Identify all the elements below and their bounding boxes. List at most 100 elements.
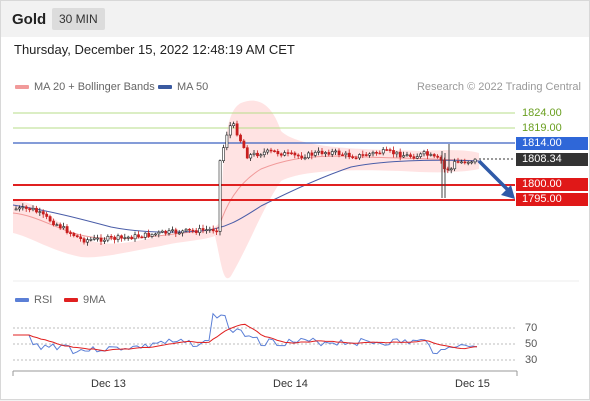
candle-body xyxy=(426,151,429,156)
candle-body xyxy=(344,152,348,156)
candle-body xyxy=(310,152,314,156)
9ma-label: 9MA xyxy=(83,294,106,306)
legend-ma50-label: MA 50 xyxy=(177,81,209,93)
candle-body xyxy=(24,206,28,209)
candle-body xyxy=(92,237,96,240)
candle-body xyxy=(160,230,164,233)
candle-body xyxy=(215,230,219,233)
candle-body xyxy=(392,150,395,155)
rsi-level-label-50: 50 xyxy=(525,338,538,350)
rsi-level-label-70: 70 xyxy=(525,322,538,334)
candle-body xyxy=(147,232,151,237)
candle-body xyxy=(79,236,83,239)
candle-body xyxy=(256,152,259,157)
candle-body xyxy=(436,155,440,158)
rsi-swatch xyxy=(15,298,29,303)
candle-body xyxy=(171,229,174,232)
ma50-line xyxy=(12,159,480,233)
candle-body xyxy=(351,156,355,159)
candle-body xyxy=(409,154,412,157)
candle-body xyxy=(473,158,477,163)
candle-body xyxy=(48,216,52,222)
candle-body xyxy=(317,150,321,153)
label-r2: 1824.00 xyxy=(522,107,562,119)
arrow-down-right-icon xyxy=(477,159,515,199)
candle-body xyxy=(194,230,198,233)
candle-body xyxy=(320,150,324,155)
candle-body xyxy=(259,154,263,157)
legend-rsi: RSI xyxy=(15,294,52,306)
candle-body xyxy=(184,228,188,232)
candle-body xyxy=(327,152,331,155)
candle-body xyxy=(133,234,137,240)
candle-body xyxy=(235,123,239,136)
candle-body xyxy=(402,155,406,158)
candle-body xyxy=(395,151,399,155)
candle-body xyxy=(218,160,222,232)
candle-body xyxy=(89,239,93,241)
candle-body xyxy=(75,235,79,238)
candle-body xyxy=(164,230,168,234)
candle-body xyxy=(208,228,212,231)
candle-body xyxy=(72,233,76,236)
candle-body xyxy=(303,157,307,160)
candle-body xyxy=(188,228,191,231)
candle-body xyxy=(358,154,361,159)
candle-body xyxy=(429,154,433,156)
candle-body xyxy=(232,123,236,127)
candle-body xyxy=(415,156,419,159)
candle-body xyxy=(211,228,215,232)
candle-body xyxy=(205,229,208,231)
interval-badge[interactable]: 30 MIN xyxy=(52,8,105,30)
candle-body xyxy=(167,230,171,234)
candle-body xyxy=(41,211,45,215)
candle-body xyxy=(21,206,25,209)
candle-body xyxy=(432,154,436,157)
candle-body xyxy=(140,236,144,239)
candle-body xyxy=(419,153,423,157)
candle-body xyxy=(96,237,100,240)
candle-body xyxy=(201,228,205,231)
x-label-dec13: Dec 13 xyxy=(91,378,126,390)
header-bar: Gold 30 MIN xyxy=(1,1,589,37)
bollinger-band-area xyxy=(13,100,479,279)
candle-body xyxy=(58,224,62,229)
candle-body xyxy=(82,238,86,243)
rsi-level-label-30: 30 xyxy=(525,354,538,366)
rsi-line xyxy=(13,312,478,355)
candle-body xyxy=(150,234,154,237)
legend-ma20-bb: MA 20 + Bollinger Bands xyxy=(15,81,155,93)
legend-ma50: MA 50 xyxy=(158,81,208,93)
9ma-swatch xyxy=(64,298,78,303)
candle-body xyxy=(126,236,130,239)
candle-body xyxy=(405,154,409,157)
candlesticks xyxy=(14,120,477,246)
candle-body xyxy=(62,226,66,229)
x-label-dec14: Dec 14 xyxy=(273,378,308,390)
candle-body xyxy=(337,150,341,156)
candle-body xyxy=(300,155,304,159)
candle-body xyxy=(191,229,195,232)
copyright-note: Research © 2022 Trading Central xyxy=(416,81,581,93)
candle-body xyxy=(422,151,426,155)
candle-body xyxy=(113,236,117,240)
candle-body xyxy=(266,149,270,153)
candle-body xyxy=(341,154,344,157)
candle-body xyxy=(364,154,368,156)
candle-body xyxy=(276,151,280,155)
candle-body xyxy=(103,239,106,242)
candle-body xyxy=(293,152,297,156)
candle-body xyxy=(290,152,293,155)
candle-body xyxy=(388,149,392,151)
candle-body xyxy=(65,226,69,233)
candle-body xyxy=(28,208,32,211)
candle-body xyxy=(385,149,389,151)
label-s1: 1800.00 xyxy=(516,178,588,191)
label-s2: 1795.00 xyxy=(516,193,588,206)
candle-body xyxy=(398,151,402,158)
legend-9ma: 9MA xyxy=(64,294,106,306)
candle-body xyxy=(449,168,453,171)
label-r1: 1819.00 xyxy=(522,122,562,134)
candle-body xyxy=(130,236,134,240)
